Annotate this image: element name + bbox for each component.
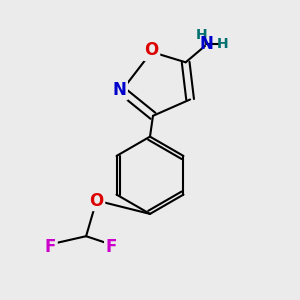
Text: O: O [144, 41, 159, 59]
Text: N: N [200, 34, 213, 52]
Text: H: H [217, 37, 229, 51]
Text: H: H [196, 28, 207, 42]
Text: N: N [112, 81, 126, 99]
Text: F: F [106, 238, 117, 256]
Text: F: F [45, 238, 56, 256]
Text: O: O [89, 191, 103, 209]
